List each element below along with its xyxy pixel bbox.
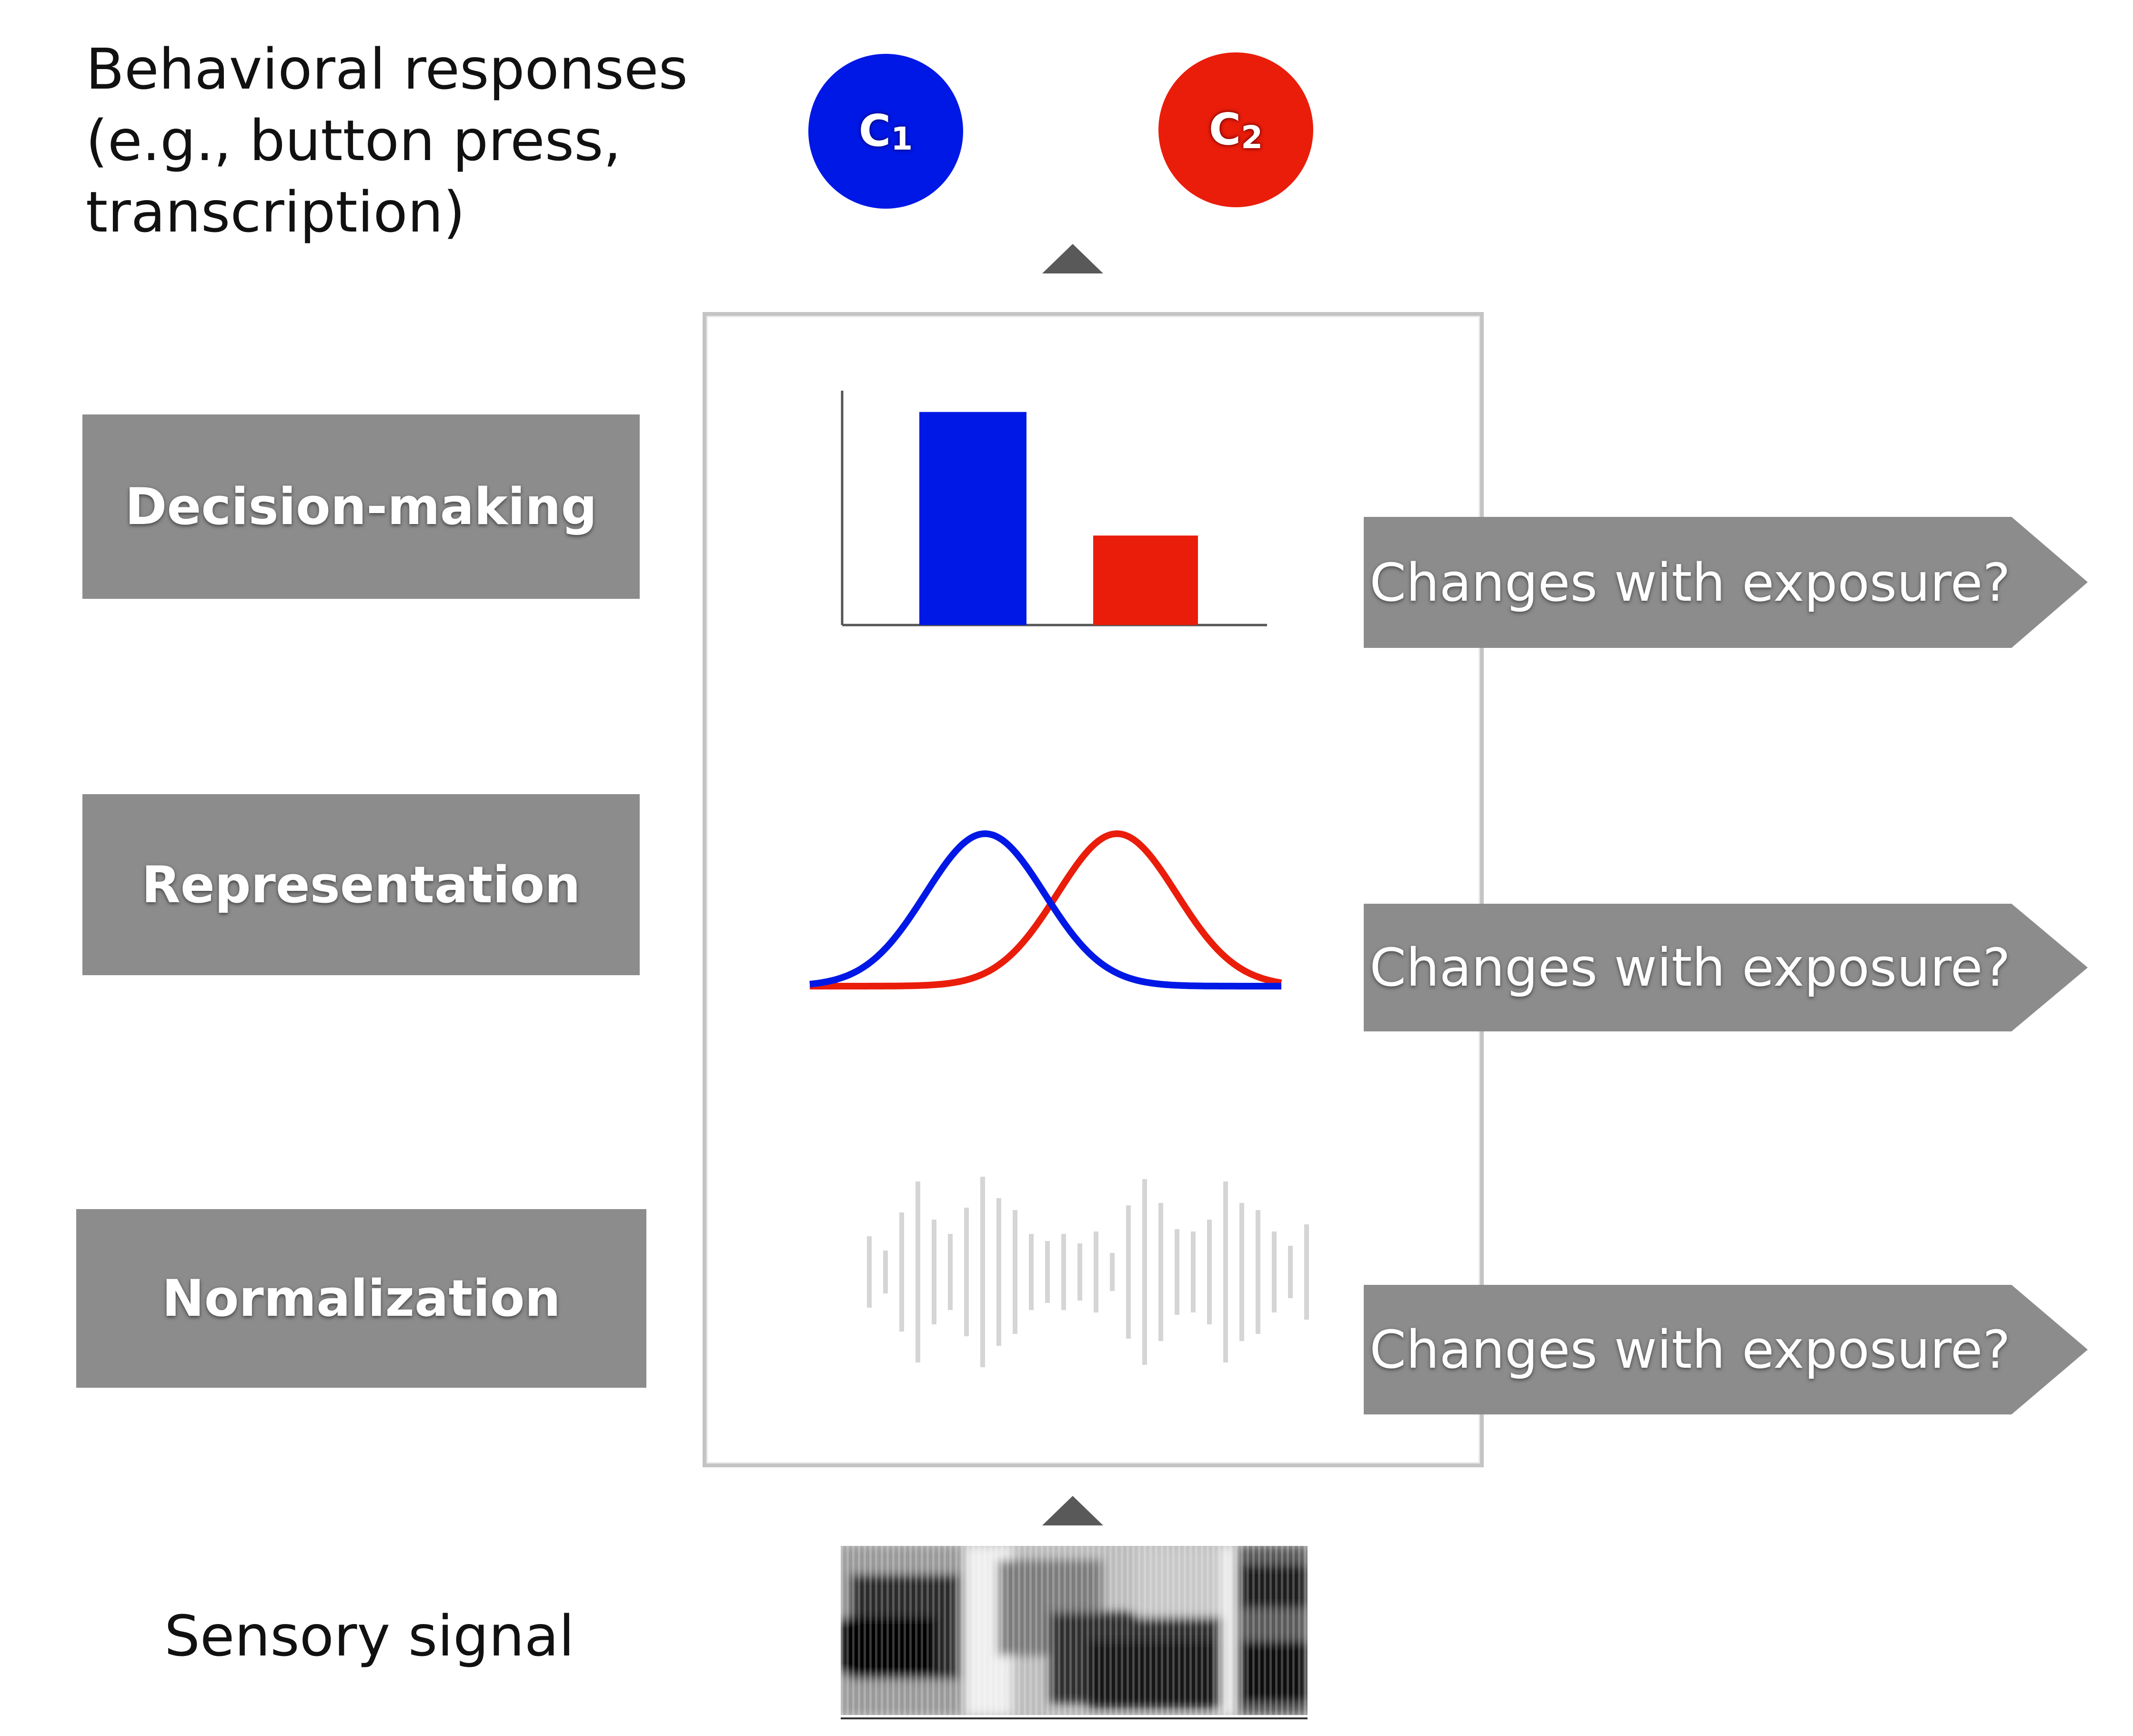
- c2-distribution-curve: [810, 830, 1282, 989]
- category-c1-letter: C: [858, 105, 891, 156]
- arrow-up-icon: [1042, 244, 1103, 273]
- spectrogram-icon: [841, 1546, 1308, 1719]
- category-c2-letter: C: [1208, 104, 1241, 155]
- normalization-label: Normalization: [162, 1269, 561, 1328]
- category-c1-circle: C1: [808, 54, 963, 209]
- exposure-badge-decision: Changes with exposure?: [1364, 517, 2088, 648]
- category-c2-circle: C2: [1158, 52, 1313, 207]
- category-distributions: [809, 830, 1282, 989]
- bar-c2: [1093, 535, 1198, 625]
- behavioral-line-2: (e.g., button press,: [86, 108, 622, 173]
- decision-bar-chart: [841, 391, 1267, 626]
- sensory-signal-label: Sensory signal: [164, 1603, 574, 1669]
- processing-panel: [703, 312, 1484, 1467]
- exposure-badge-normalization: Changes with exposure?: [1364, 1285, 2088, 1414]
- waveform-icon: [867, 1177, 1309, 1367]
- exposure-label: Changes with exposure?: [1369, 1319, 2011, 1380]
- normalization-box: Normalization: [76, 1209, 646, 1388]
- exposure-label: Changes with exposure?: [1369, 552, 2011, 613]
- representation-box: Representation: [82, 794, 640, 975]
- arrow-up-icon: [1042, 1496, 1103, 1525]
- exposure-badge-representation: Changes with exposure?: [1364, 904, 2088, 1031]
- behavioral-line-1: Behavioral responses: [86, 36, 688, 102]
- category-c1-index: 1: [891, 121, 913, 157]
- behavioral-responses-label: Behavioral responses (e.g., button press…: [86, 33, 688, 248]
- behavioral-line-3: transcription): [86, 179, 465, 245]
- decision-making-label: Decision-making: [125, 477, 597, 536]
- bar-c1: [919, 412, 1026, 625]
- decision-making-box: Decision-making: [82, 414, 640, 599]
- category-c2-index: 2: [1241, 119, 1263, 156]
- c1-distribution-curve: [809, 830, 1281, 989]
- exposure-label: Changes with exposure?: [1369, 937, 2011, 998]
- representation-label: Representation: [141, 855, 581, 914]
